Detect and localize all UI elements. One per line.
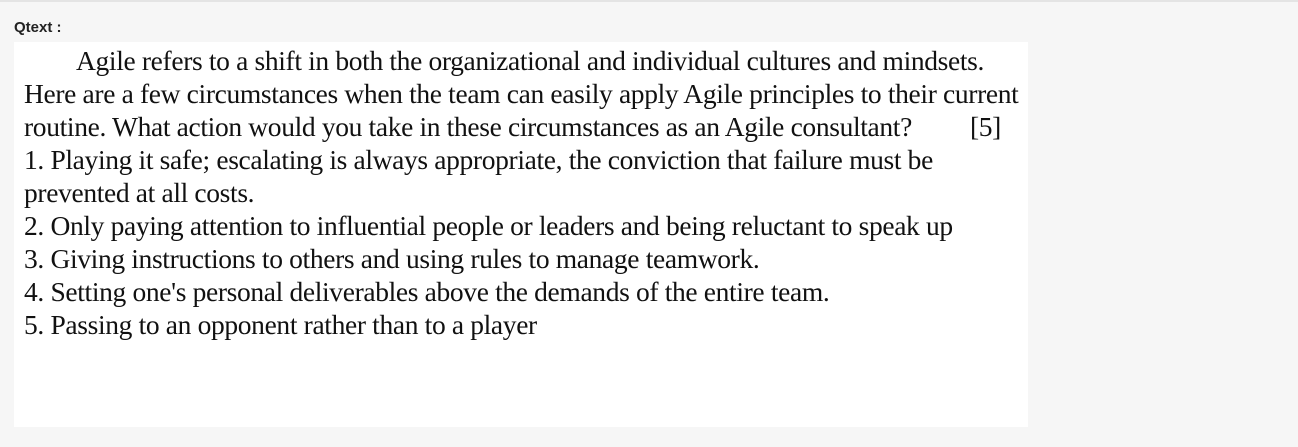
marks-indicator: [5]	[969, 111, 1001, 142]
list-item-3: 3. Giving instructions to others and usi…	[24, 243, 760, 274]
question-intro-text: Agile refers to a shift in both the orga…	[24, 45, 1019, 142]
list-item-4: 4. Setting one's personal deliverables a…	[24, 276, 830, 307]
question-text-box: Agile refers to a shift in both the orga…	[14, 42, 1028, 427]
list-item-2: 2. Only paying attention to influential …	[24, 210, 953, 241]
list-item-1: 1. Playing it safe; escalating is always…	[24, 144, 933, 208]
question-label: Qtext :	[14, 19, 62, 36]
top-divider	[0, 0, 1298, 2]
list-item-5: 5. Passing to an opponent rather than to…	[24, 309, 537, 340]
question-intro-paragraph: Agile refers to a shift in both the orga…	[24, 44, 1028, 143]
